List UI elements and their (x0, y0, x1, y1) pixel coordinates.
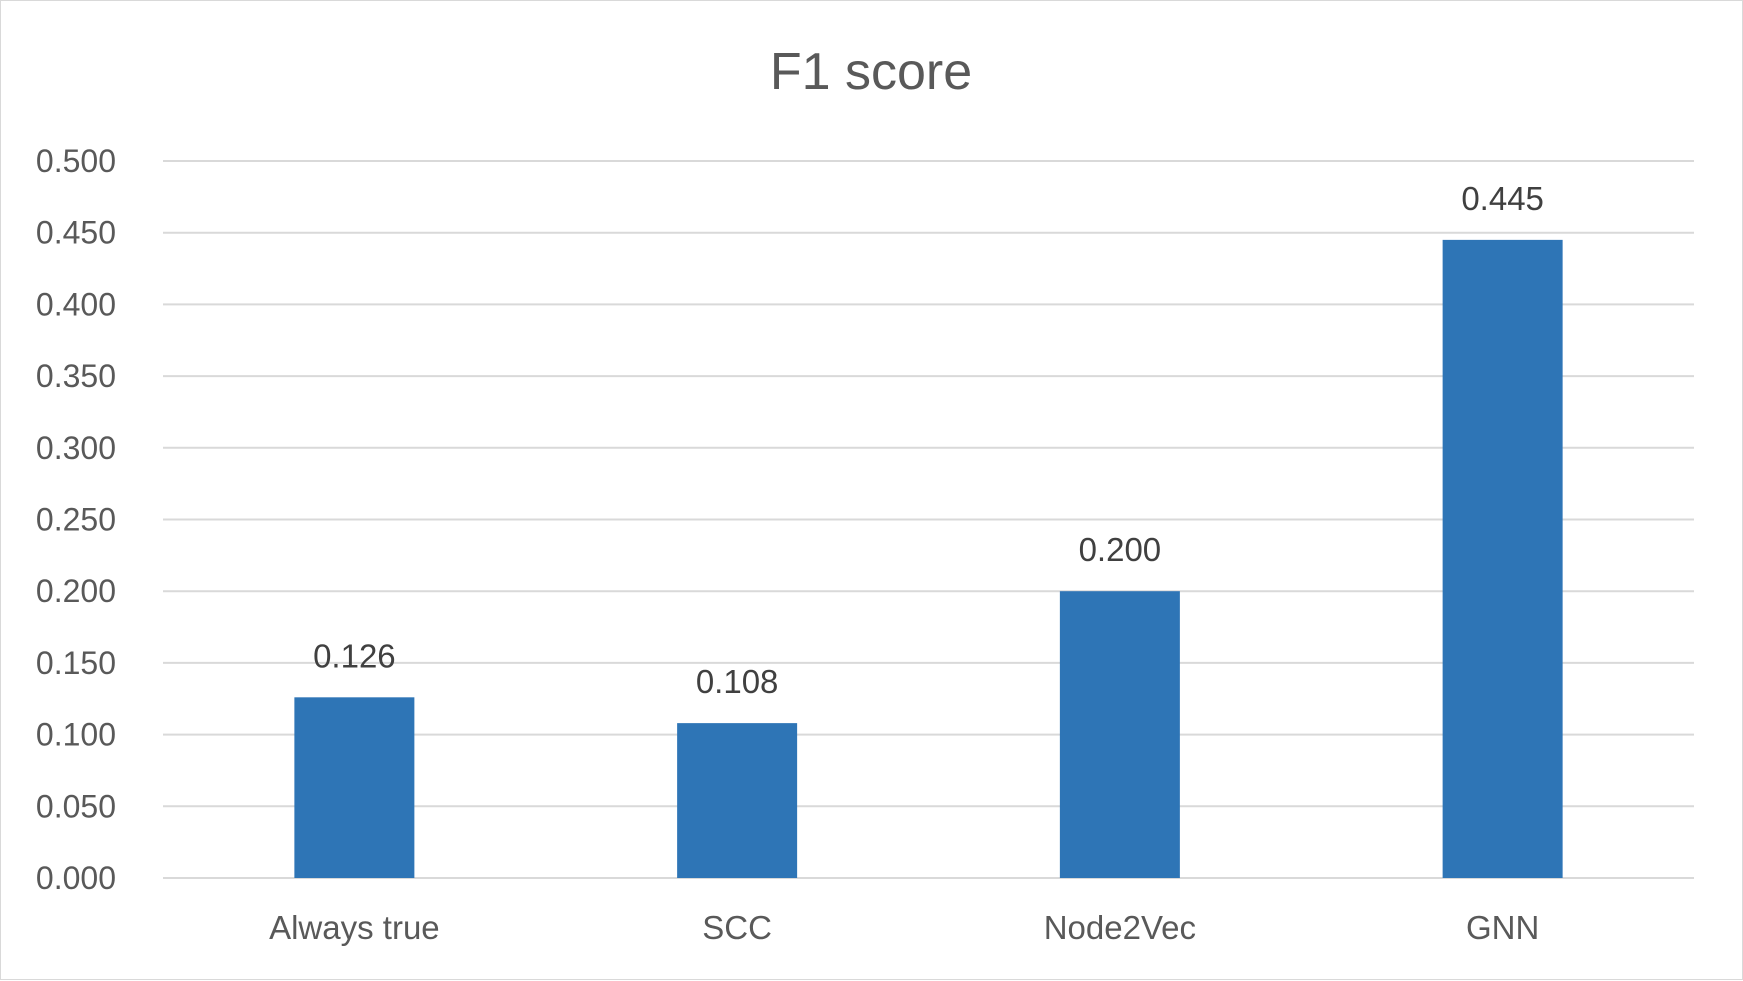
y-tick-label: 0.500 (36, 143, 116, 179)
bar-node2vec (1059, 591, 1180, 878)
y-tick-label: 0.050 (36, 788, 116, 824)
y-tick-label: 0.450 (36, 215, 116, 251)
bars (294, 239, 1563, 878)
data-label: 0.108 (696, 663, 779, 700)
y-tick-label: 0.000 (36, 860, 116, 896)
y-tick-label: 0.150 (36, 645, 116, 681)
bar-always-true (294, 697, 415, 878)
data-label: 0.126 (313, 637, 396, 674)
y-tick-label: 0.350 (36, 358, 116, 394)
x-axis-category-labels: Always true SCC Node2Vec GNN (269, 909, 1539, 946)
y-tick-label: 0.400 (36, 286, 116, 322)
x-category-label: Node2Vec (1044, 909, 1196, 946)
chart-title: F1 score (770, 43, 972, 101)
data-label: 0.200 (1079, 531, 1162, 568)
x-category-label: GNN (1466, 909, 1539, 946)
y-tick-label: 0.300 (36, 430, 116, 466)
y-tick-label: 0.100 (36, 717, 116, 753)
y-tick-label: 0.200 (36, 573, 116, 609)
y-tick-label: 0.250 (36, 502, 116, 538)
data-label: 0.445 (1461, 180, 1544, 217)
y-axis-tick-labels: 0.000 0.050 0.100 0.150 0.200 0.250 0.300 0.350… (36, 143, 116, 896)
gridlines (163, 160, 1694, 879)
data-labels: 0.126 0.108 0.200 0.445 (313, 180, 1544, 700)
bar-gnn (1442, 239, 1563, 878)
x-category-label: SCC (702, 909, 772, 946)
bar-scc (677, 723, 798, 878)
x-category-label: Always true (269, 909, 440, 946)
